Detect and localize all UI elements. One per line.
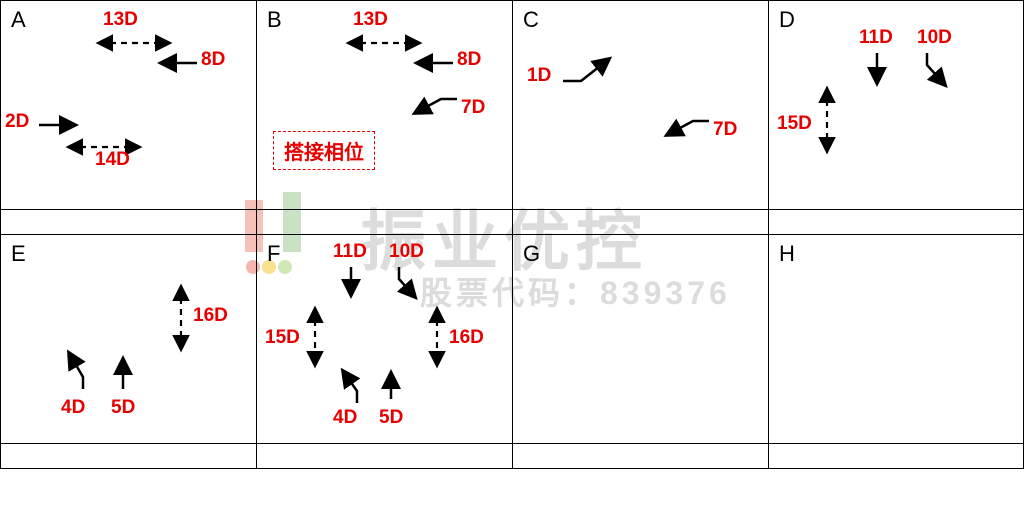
panel-B: B 13D 8D 7D 搭接相位 (257, 0, 512, 209)
label-11D: 11D (859, 27, 893, 49)
panel-label-G: G (523, 241, 540, 267)
label-4D: 4D (61, 397, 85, 419)
arrow-dashed-double-v (309, 307, 321, 367)
strip-E (1, 443, 256, 469)
label-4D: 4D (333, 407, 357, 429)
label-2D: 2D (5, 111, 29, 133)
arrow-solid-left (413, 57, 455, 69)
label-13D: 13D (103, 9, 138, 31)
label-11D: 11D (333, 241, 367, 263)
panel-C: C 1D 7D (513, 0, 768, 209)
arrow-dashed-double-h (97, 37, 171, 49)
panel-F: F 11D 10D 15D 16D 4D 5D (257, 234, 512, 443)
strip-G (513, 443, 768, 469)
strip-F (257, 443, 512, 469)
arrow-solid-left-hook (409, 95, 459, 119)
label-10D: 10D (389, 241, 424, 263)
label-10D: 10D (917, 27, 952, 49)
strip-H (769, 443, 1023, 469)
label-5D: 5D (379, 407, 403, 429)
label-8D: 8D (201, 49, 225, 71)
label-15D: 15D (265, 327, 300, 349)
strip-C (513, 209, 768, 234)
arrow-solid-down (871, 51, 883, 87)
label-5D: 5D (111, 397, 135, 419)
dashed-box-phase: 搭接相位 (273, 131, 375, 170)
arrow-solid-down-right (393, 265, 421, 303)
label-16D: 16D (193, 305, 228, 327)
panel-label-H: H (779, 241, 795, 267)
label-14D: 14D (95, 149, 130, 171)
arrow-solid-ne-hook (561, 55, 617, 85)
arrow-solid-up (117, 355, 129, 391)
panel-label-A: A (11, 7, 26, 33)
panel-A: A 13D 8D 2D 14D (1, 0, 256, 209)
panel-H: H (769, 234, 1023, 443)
phase-grid: A 13D 8D 2D 14D E 16D 4D (0, 0, 1024, 469)
panel-label-E: E (11, 241, 26, 267)
panel-label-C: C (523, 7, 539, 33)
arrow-solid-left (157, 57, 199, 69)
label-16D: 16D (449, 327, 484, 349)
arrow-dashed-double-v (175, 285, 187, 351)
label-7D: 7D (461, 97, 485, 119)
arrow-dashed-double-v (431, 307, 443, 367)
arrow-dashed-double-h (347, 37, 421, 49)
panel-label-F: F (267, 241, 280, 267)
arrow-solid-up-left (337, 365, 365, 405)
arrow-solid-left-hook (661, 117, 711, 141)
arrow-solid-down-right (921, 51, 951, 91)
panel-G: G (513, 234, 768, 443)
arrow-solid-right (37, 119, 79, 131)
label-1D: 1D (527, 65, 551, 87)
label-15D: 15D (777, 113, 812, 135)
panel-E: E 16D 4D 5D (1, 234, 256, 443)
panel-label-D: D (779, 7, 795, 33)
label-13D: 13D (353, 9, 388, 31)
arrow-dashed-double-v (821, 87, 833, 153)
arrow-solid-up (385, 369, 397, 401)
label-7D: 7D (713, 119, 737, 141)
strip-A (1, 209, 256, 234)
strip-D (769, 209, 1023, 234)
panel-label-B: B (267, 7, 282, 33)
strip-B (257, 209, 512, 234)
arrow-solid-up-left (63, 347, 93, 391)
panel-D: D 11D 10D 15D (769, 0, 1023, 209)
arrow-solid-down (345, 265, 357, 299)
label-8D: 8D (457, 49, 481, 71)
